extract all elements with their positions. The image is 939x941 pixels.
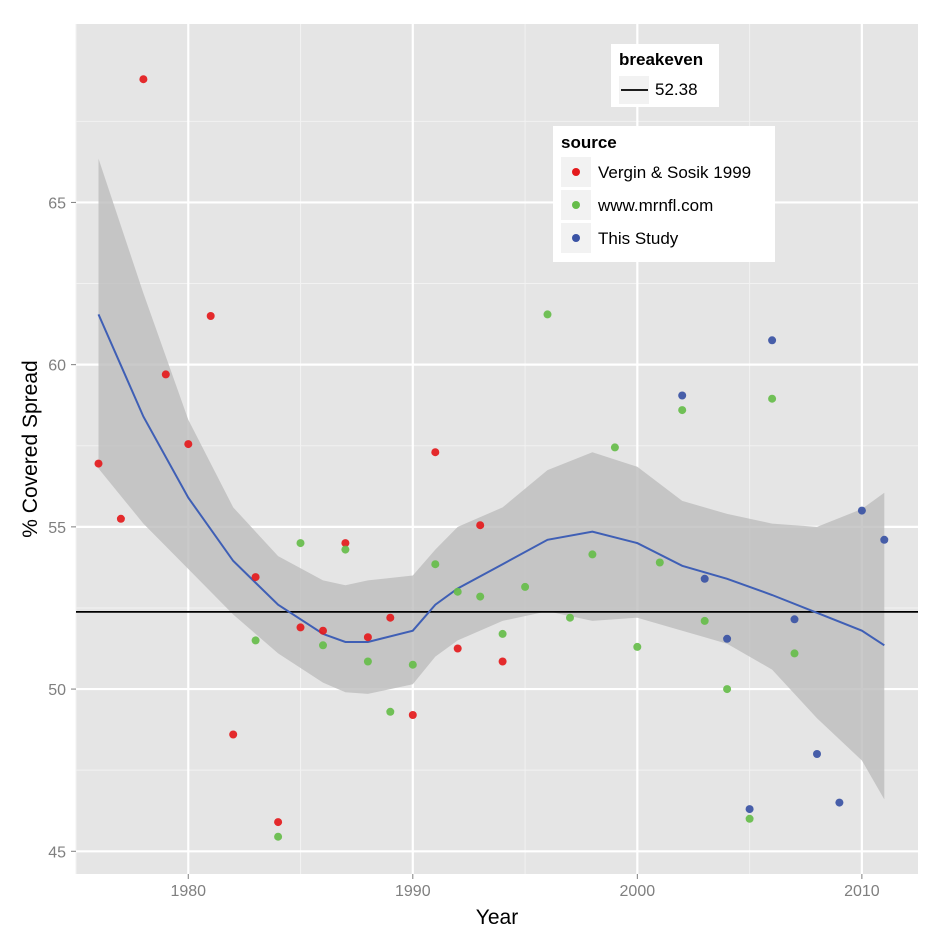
x-axis-title: Year (476, 906, 518, 929)
data-point-series-2 (813, 750, 821, 758)
data-point-series-1 (678, 406, 687, 415)
data-point-series-2 (857, 506, 866, 515)
data-point-series-2 (723, 634, 732, 643)
data-point-series-1 (453, 587, 462, 596)
y-tick-label: 50 (48, 682, 66, 699)
data-point-series-1 (296, 539, 305, 548)
data-point-series-2 (768, 336, 777, 345)
data-point-series-1 (386, 707, 395, 716)
data-point-series-2 (835, 798, 844, 807)
data-point-series-1 (476, 592, 485, 601)
data-point-series-2 (678, 391, 687, 400)
data-point-series-2 (880, 535, 889, 544)
x-tick-label: 2010 (844, 883, 880, 900)
data-point-series-0 (408, 711, 417, 719)
y-tick-label: 65 (48, 195, 66, 212)
data-point-series-1 (768, 394, 777, 403)
data-point-series-1 (251, 636, 260, 645)
data-point-series-0 (296, 623, 305, 632)
data-point-series-1 (363, 657, 372, 666)
y-tick-label: 55 (48, 520, 66, 537)
breakeven-legend-title: breakeven (619, 50, 703, 69)
data-point-series-1 (610, 443, 619, 452)
data-point-series-1 (498, 629, 507, 638)
x-tick-label: 2000 (620, 883, 656, 900)
data-point-series-1 (274, 832, 283, 841)
data-point-series-0 (251, 573, 260, 582)
data-point-series-1 (655, 558, 664, 567)
data-point-series-1 (723, 685, 732, 694)
data-point-series-0 (139, 75, 148, 84)
source-legend-items: Vergin & Sosik 1999 www.mrnfl.com This Stu… (561, 157, 751, 253)
data-point-series-0 (116, 514, 125, 523)
x-axis-ticks: 1980 1990 2000 2010 (170, 874, 880, 900)
data-points (94, 75, 889, 841)
data-point-series-0 (431, 448, 440, 457)
data-point-series-0 (386, 613, 395, 622)
data-point-series-1 (408, 660, 417, 669)
breakeven-legend-label: 52.38 (655, 80, 698, 99)
data-point-series-0 (229, 730, 238, 739)
data-point-series-0 (319, 626, 327, 635)
data-point-series-2 (700, 574, 709, 583)
y-tick-label: 60 (48, 358, 66, 375)
data-point-series-1 (521, 582, 530, 591)
y-axis-ticks: 45 50 55 60 65 (48, 195, 76, 861)
data-point-series-0 (206, 312, 215, 320)
legend-label: Vergin & Sosik 1999 (598, 163, 751, 182)
data-point-series-1 (319, 641, 327, 650)
data-point-series-0 (161, 370, 170, 379)
legend-label: www.mrnfl.com (597, 196, 713, 215)
breakeven-legend: breakeven 52.38 (611, 44, 719, 107)
legend-label: This Study (598, 229, 679, 248)
data-point-series-0 (363, 633, 372, 642)
data-point-series-1 (745, 814, 754, 823)
data-point-series-0 (498, 657, 507, 666)
source-legend: source Vergin & Sosik 1999 www.mrnfl.com T… (553, 126, 775, 262)
y-axis-title: % Covered Spread (19, 360, 42, 537)
x-tick-label: 1990 (395, 883, 431, 900)
legend-key-dot (572, 234, 580, 242)
data-point-series-2 (745, 805, 754, 814)
data-point-series-1 (431, 560, 440, 569)
confidence-band (98, 158, 885, 800)
legend-key-dot (572, 168, 580, 176)
data-point-series-0 (184, 440, 193, 449)
data-point-series-1 (341, 545, 350, 554)
data-point-series-1 (543, 310, 552, 319)
plot-panel (76, 24, 918, 874)
y-tick-label: 45 (48, 844, 66, 861)
x-tick-label: 1980 (170, 883, 206, 900)
data-point-series-1 (790, 649, 799, 658)
data-point-series-1 (633, 642, 642, 651)
data-point-series-0 (341, 539, 350, 548)
data-point-series-1 (566, 613, 574, 622)
legend-key-dot (572, 201, 580, 209)
data-point-series-1 (588, 550, 597, 559)
data-point-series-1 (700, 616, 709, 625)
data-point-series-0 (453, 644, 462, 653)
data-point-series-0 (274, 818, 283, 827)
data-point-series-0 (94, 459, 103, 468)
data-point-series-2 (790, 615, 799, 624)
source-legend-title: source (561, 133, 617, 152)
data-point-series-0 (476, 521, 485, 530)
